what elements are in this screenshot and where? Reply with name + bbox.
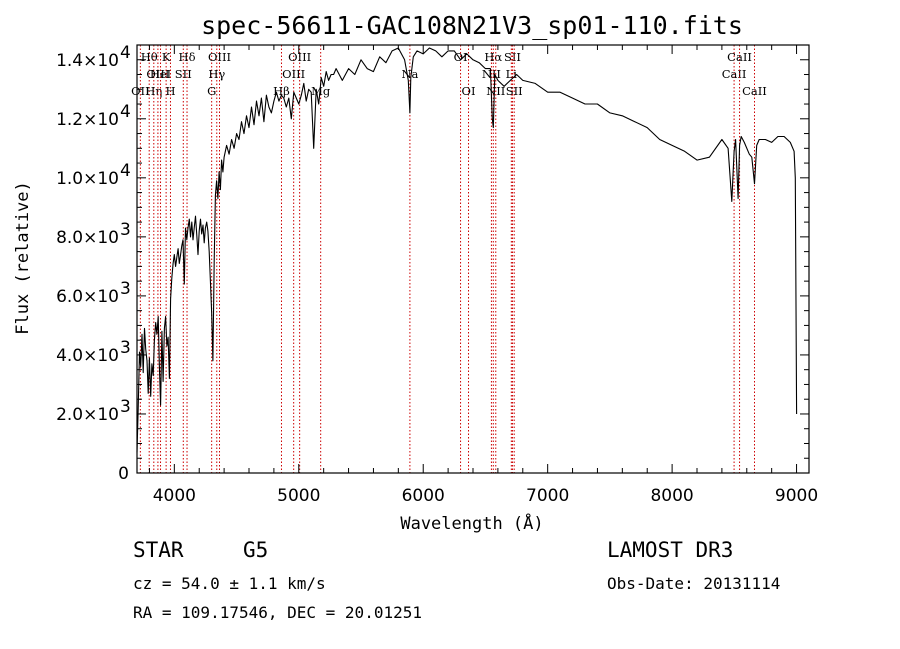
y-tick-label: 1.2×10: [56, 110, 119, 130]
line-label-SII_4072: SII: [175, 67, 192, 81]
x-tick-label: 9000: [775, 486, 818, 506]
object-class: STAR: [133, 538, 184, 562]
y-tick-exponent: 4: [120, 102, 131, 122]
chart-title: spec-56611-GAC108N21V3_sp01-110.fits: [201, 11, 743, 40]
line-label-HeI_3889: HeI: [150, 67, 171, 81]
line-label-CaII_H: H: [165, 84, 175, 98]
line-label-Hgamma: Hγ: [208, 67, 225, 81]
line-label-OIII_4959: OIII: [282, 67, 305, 81]
y-tick-exponent: 3: [120, 220, 131, 240]
y-tick-exponent: 3: [120, 338, 131, 358]
line-label-OII_3727: OII: [131, 84, 150, 98]
y-tick-exponent: 3: [120, 279, 131, 299]
line-label-Li: Li: [506, 67, 518, 81]
x-axis: 4000 5000 6000 7000 8000 9000: [148, 45, 818, 506]
line-label-OIII_4363: OIII: [208, 50, 231, 64]
line-label-SII_6717: SII: [504, 50, 521, 64]
y-tick-label: 2.0×10: [56, 405, 119, 425]
line-label-OI_6300: OI: [454, 50, 468, 64]
y-tick-label: 1.0×10: [56, 169, 119, 189]
y-tick-exponent: 3: [120, 397, 131, 417]
y-tick-label: 1.4×10: [56, 51, 119, 71]
line-label-Na: Na: [401, 67, 418, 81]
x-tick-label: 8000: [650, 486, 693, 506]
x-tick-label: 7000: [526, 486, 569, 506]
observation-date: Obs-Date: 20131114: [607, 574, 781, 593]
y-tick-label: 0: [118, 464, 129, 484]
spectral-subclass: G5: [243, 538, 269, 562]
line-label-NII_6583: NII: [486, 84, 505, 98]
line-label-CaII_8542: CaII: [727, 50, 752, 64]
y-tick-label: 6.0×10: [56, 287, 119, 307]
x-axis-label: Wavelength (Å): [400, 512, 543, 534]
redshift-cz: cz = 54.0 ± 1.1 km/s: [133, 574, 326, 593]
y-tick-exponent: 4: [120, 161, 131, 181]
line-label-OI_6364: OI: [462, 84, 476, 98]
coordinates: RA = 109.17546, DEC = 20.01251: [133, 603, 422, 622]
y-tick-exponent: 4: [120, 43, 131, 63]
line-label-CaII_8498: CaII: [722, 67, 747, 81]
line-label-CaII_8662: CaII: [742, 84, 767, 98]
x-tick-label: 4000: [153, 486, 196, 506]
x-tick-label: 5000: [277, 486, 320, 506]
line-label-OIII_5007: OIII: [288, 50, 311, 64]
line-label-Heta: Hη: [145, 84, 162, 98]
y-tick-label: 8.0×10: [56, 228, 119, 248]
line-label-Mg: Mg: [311, 84, 331, 98]
spectral-line-markers: OIIHθHηOIIIHeIKHSIIHδGHγOIIIHβOIIIOIIIMg…: [131, 45, 767, 473]
y-tick-label: 4.0×10: [56, 346, 119, 366]
spectrum-line: [136, 47, 798, 453]
line-label-Htheta: Hθ: [141, 50, 158, 64]
line-label-CaII_K: K: [162, 50, 171, 64]
x-tick-label: 6000: [402, 486, 445, 506]
line-label-SII_6731: SII: [506, 84, 523, 98]
plot-frame: [136, 44, 810, 474]
line-label-Hdelta: Hδ: [179, 50, 196, 64]
y-axis: 02.0×10 34.0×10 36.0×10 38.0×10 31.0×10 41.2×…: [56, 43, 809, 484]
y-axis-label: Flux (relative): [13, 181, 33, 335]
line-label-NII_6548: NII: [482, 67, 501, 81]
line-label-Halpha: Hα: [484, 50, 502, 64]
survey-name: LAMOST DR3: [607, 538, 734, 562]
line-label-OIII_3868: OIII: [146, 67, 169, 81]
line-label-G_band: G: [207, 84, 216, 98]
